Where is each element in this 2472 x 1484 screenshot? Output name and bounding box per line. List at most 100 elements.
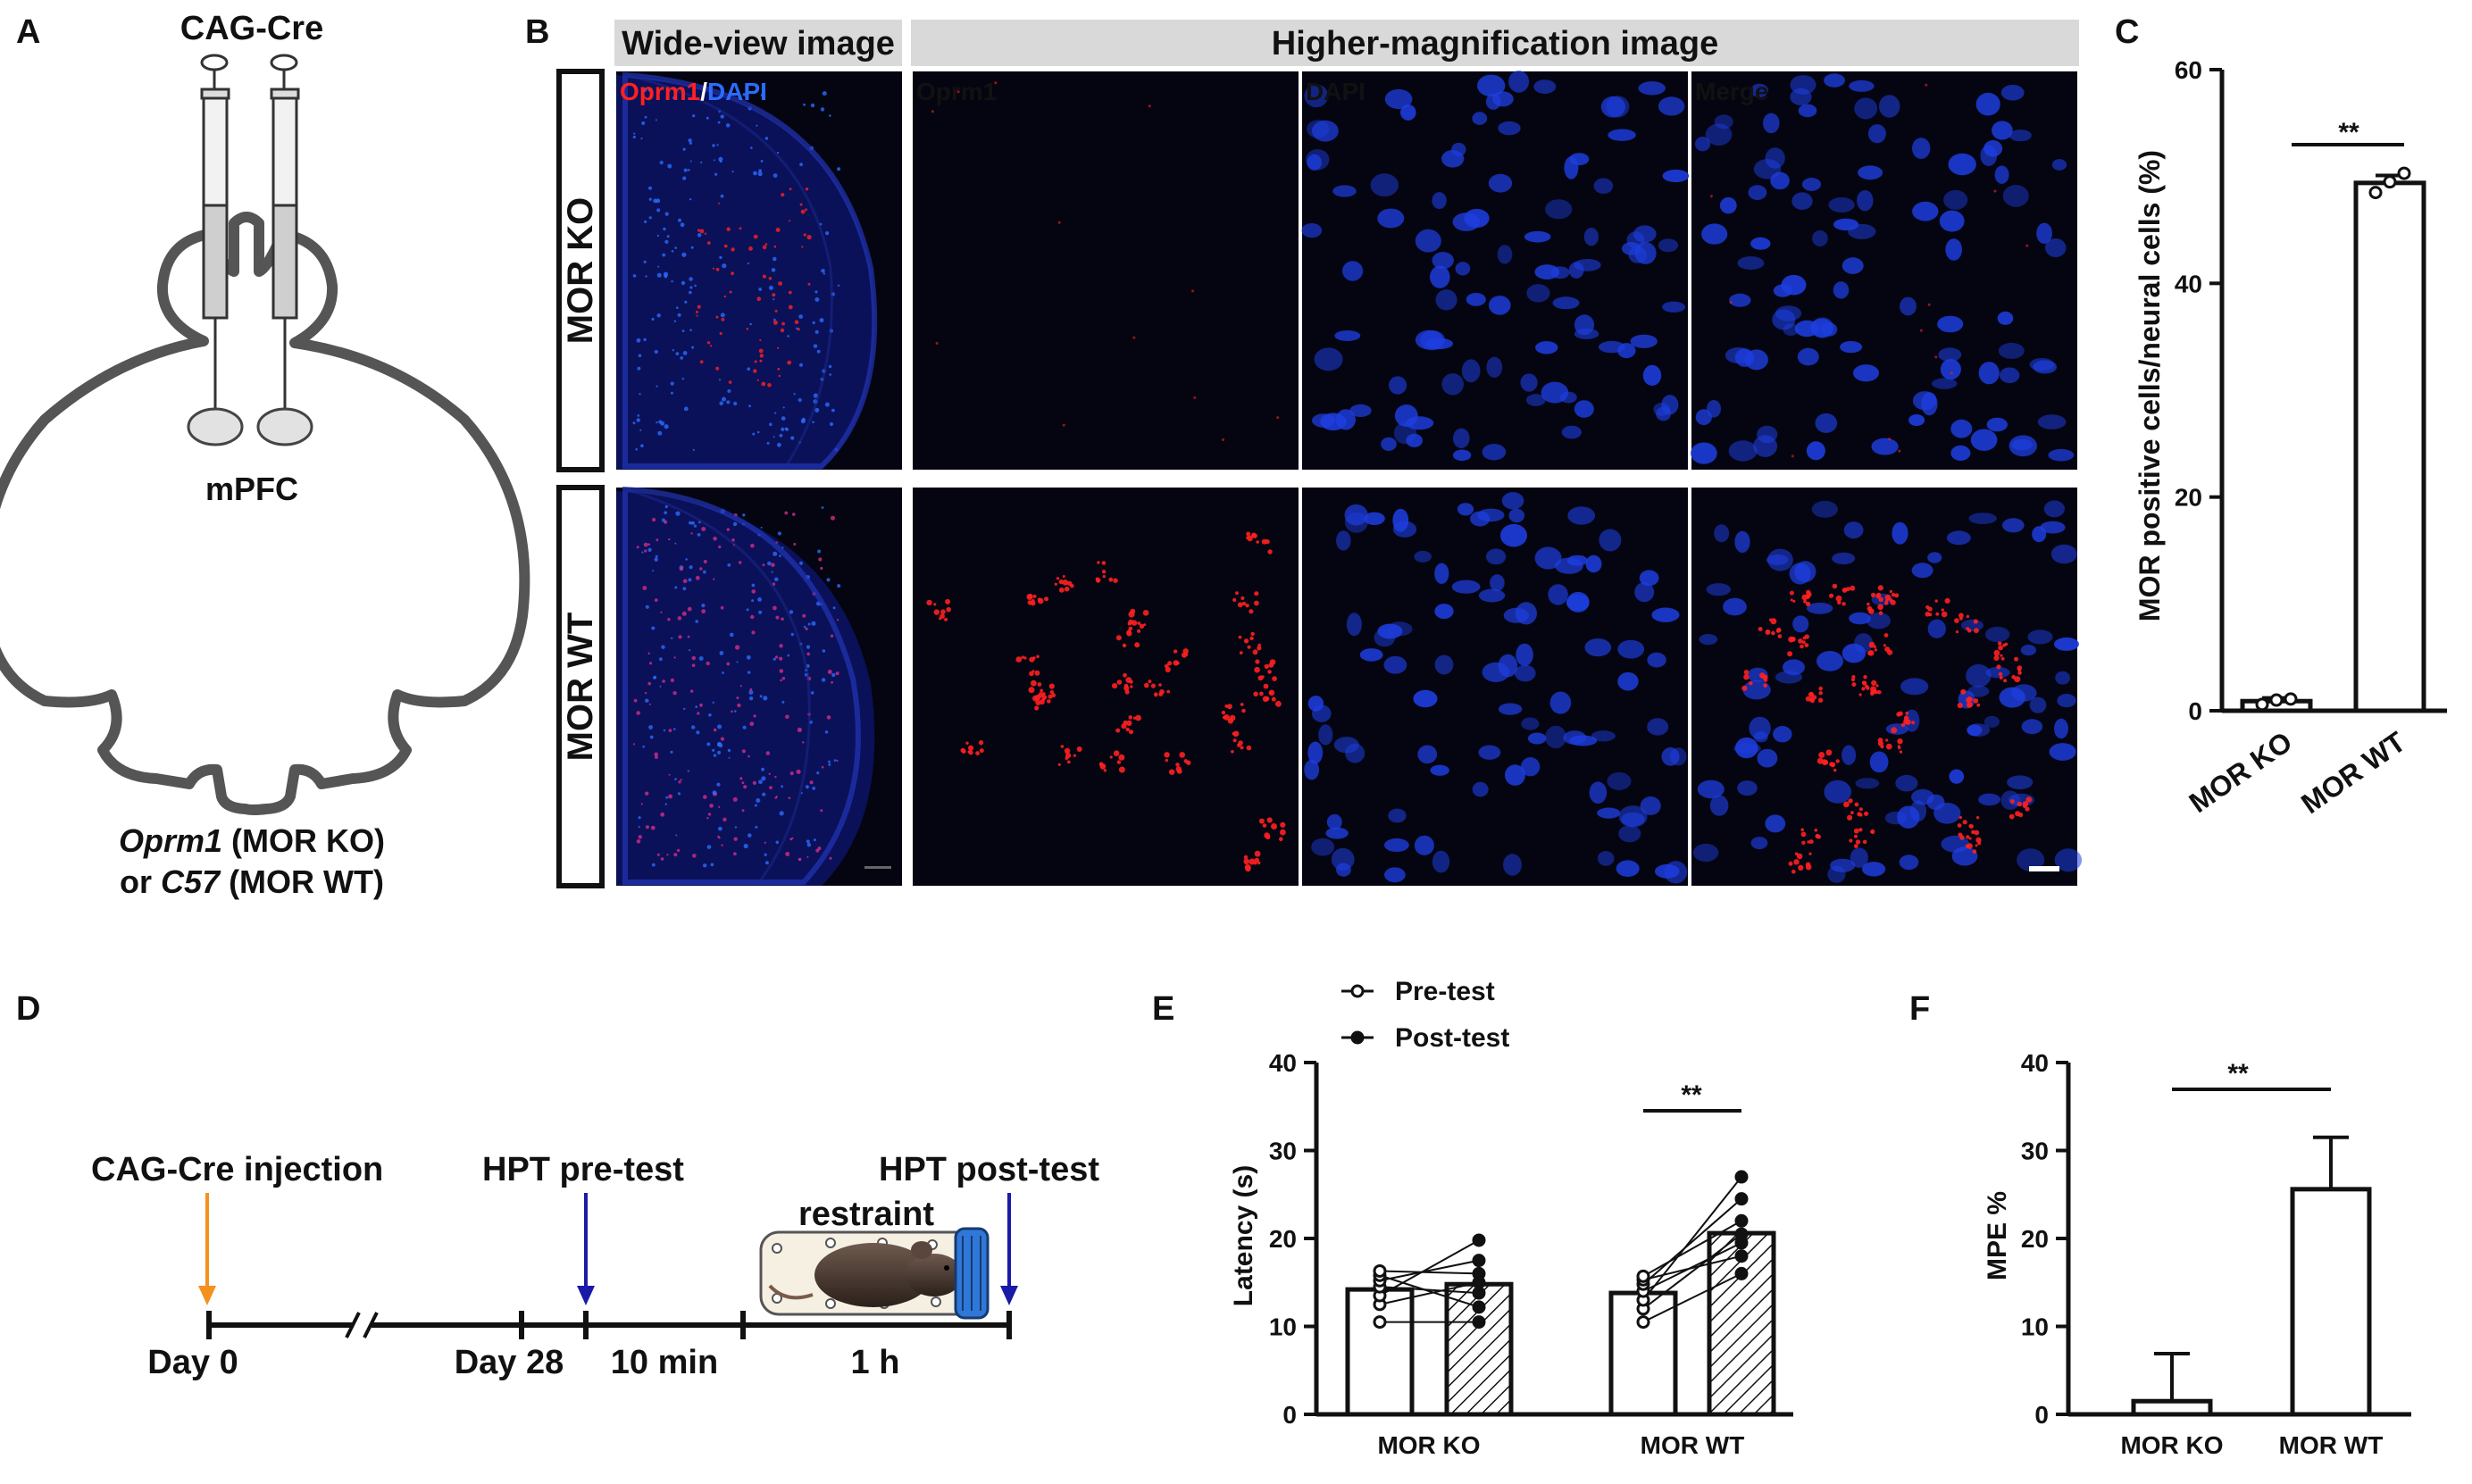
oprm1-puncta bbox=[1841, 602, 1846, 606]
tissue-dot bbox=[762, 792, 766, 796]
row-label-ko: MOR KO bbox=[561, 197, 600, 344]
tissue-dot bbox=[716, 782, 721, 787]
tissue-dot bbox=[696, 730, 700, 735]
tissue-dot bbox=[664, 274, 668, 279]
nucleus bbox=[1307, 154, 1322, 171]
oprm1-puncta bbox=[1807, 840, 1810, 844]
nucleus bbox=[1326, 813, 1342, 830]
tissue-dot bbox=[701, 609, 706, 613]
oprm1-puncta bbox=[1962, 820, 1967, 825]
tissue-dot bbox=[831, 680, 833, 684]
tissue-dot bbox=[819, 318, 824, 323]
tissue-dot bbox=[761, 767, 764, 771]
oprm1-puncta bbox=[1971, 830, 1975, 835]
tissue-dot bbox=[796, 769, 801, 774]
tissue-dot bbox=[755, 825, 758, 829]
posttest-arrowhead bbox=[1000, 1286, 1018, 1305]
tissue-dot bbox=[762, 245, 767, 250]
oprm1-puncta bbox=[1257, 643, 1261, 647]
nucleus bbox=[1810, 318, 1833, 338]
tissue-dot bbox=[717, 724, 722, 729]
d-day0: Day 0 bbox=[147, 1344, 238, 1381]
tissue-dot bbox=[712, 144, 715, 147]
tissue-dot bbox=[687, 635, 690, 638]
nucleus bbox=[1482, 444, 1507, 461]
nucleus bbox=[1986, 417, 2008, 432]
oprm1-puncta bbox=[1941, 608, 1944, 612]
tissue-dot bbox=[810, 691, 814, 695]
nucleus bbox=[1937, 315, 1964, 333]
tissue-dot bbox=[763, 696, 768, 701]
panel-label-d: D bbox=[16, 990, 40, 1028]
oprm1-puncta bbox=[1798, 638, 1803, 644]
tissue-dot bbox=[689, 198, 692, 201]
nucleus bbox=[1701, 223, 1728, 245]
tissue-dot bbox=[798, 857, 802, 862]
tissue-outline-ko bbox=[622, 71, 878, 469]
oprm1-puncta bbox=[1960, 688, 1967, 695]
tissue-dot bbox=[656, 272, 662, 278]
nucleus bbox=[1374, 629, 1396, 647]
tissue-dot bbox=[799, 163, 803, 167]
tissue-dot bbox=[760, 160, 764, 163]
oprm1-puncta bbox=[1253, 691, 1258, 697]
tissue-dot bbox=[751, 583, 756, 588]
tissue-dot bbox=[772, 256, 777, 262]
oprm1-puncta bbox=[1890, 599, 1896, 605]
tissue-dot bbox=[734, 826, 738, 829]
tissue-dot bbox=[718, 379, 722, 381]
oprm1-puncta bbox=[1031, 679, 1037, 687]
oprm1-puncta bbox=[968, 745, 974, 751]
oprm1-puncta bbox=[1148, 679, 1152, 684]
tissue-dot bbox=[828, 364, 832, 369]
tissue-dot bbox=[680, 779, 682, 781]
oprm1-puncta bbox=[1021, 655, 1024, 659]
nucleus bbox=[1344, 512, 1368, 533]
tissue-dot bbox=[758, 169, 762, 173]
oprm1-puncta bbox=[1280, 829, 1286, 836]
tissue-dot bbox=[756, 124, 758, 127]
nucleus bbox=[1405, 416, 1434, 430]
tissue-dot bbox=[788, 304, 793, 310]
oprm1-puncta bbox=[1883, 601, 1889, 605]
tissue-dot bbox=[689, 277, 693, 281]
tissue-dot bbox=[803, 625, 806, 629]
nucleus bbox=[2054, 848, 2083, 872]
nucleus bbox=[1967, 723, 1991, 738]
tissue-dot bbox=[641, 551, 644, 554]
nucleus bbox=[1306, 149, 1330, 171]
tissue-dot bbox=[647, 652, 650, 654]
tissue-dot bbox=[746, 608, 749, 612]
label-ko-merge: Merge bbox=[1695, 78, 1768, 105]
tissue-dot bbox=[747, 263, 750, 265]
tissue-dot bbox=[716, 144, 719, 146]
tissue-dot bbox=[654, 349, 658, 354]
nucleus bbox=[1853, 364, 1879, 382]
tissue-dot bbox=[812, 421, 814, 424]
nucleus bbox=[1549, 691, 1572, 714]
oprm1-puncta bbox=[1245, 865, 1251, 872]
oprm1-puncta bbox=[1888, 438, 1892, 441]
tissue-dot bbox=[645, 698, 649, 703]
tissue-dot bbox=[729, 290, 732, 294]
oprm1-puncta bbox=[1243, 638, 1249, 644]
f-category-label: MOR WT bbox=[2279, 1431, 2384, 1459]
tissue-dot bbox=[651, 317, 655, 321]
oprm1-puncta bbox=[1246, 536, 1249, 540]
tissue-dot bbox=[821, 269, 825, 273]
tissue-dot bbox=[754, 804, 757, 807]
oprm1-puncta bbox=[1028, 687, 1035, 694]
tissue-dot bbox=[777, 346, 780, 349]
oprm1-puncta bbox=[1848, 798, 1853, 804]
tissue-dot bbox=[654, 752, 658, 757]
tissue-dot bbox=[721, 318, 725, 321]
tissue-dot bbox=[639, 393, 641, 396]
nucleus bbox=[1985, 666, 2010, 679]
nucleus bbox=[2011, 684, 2037, 702]
tissue-dot bbox=[689, 141, 693, 145]
nucleus bbox=[1505, 764, 1525, 786]
tissue-dot bbox=[699, 567, 703, 571]
tissue-dot bbox=[706, 341, 711, 345]
tissue-dot bbox=[731, 171, 734, 173]
tissue-dot bbox=[648, 725, 653, 729]
